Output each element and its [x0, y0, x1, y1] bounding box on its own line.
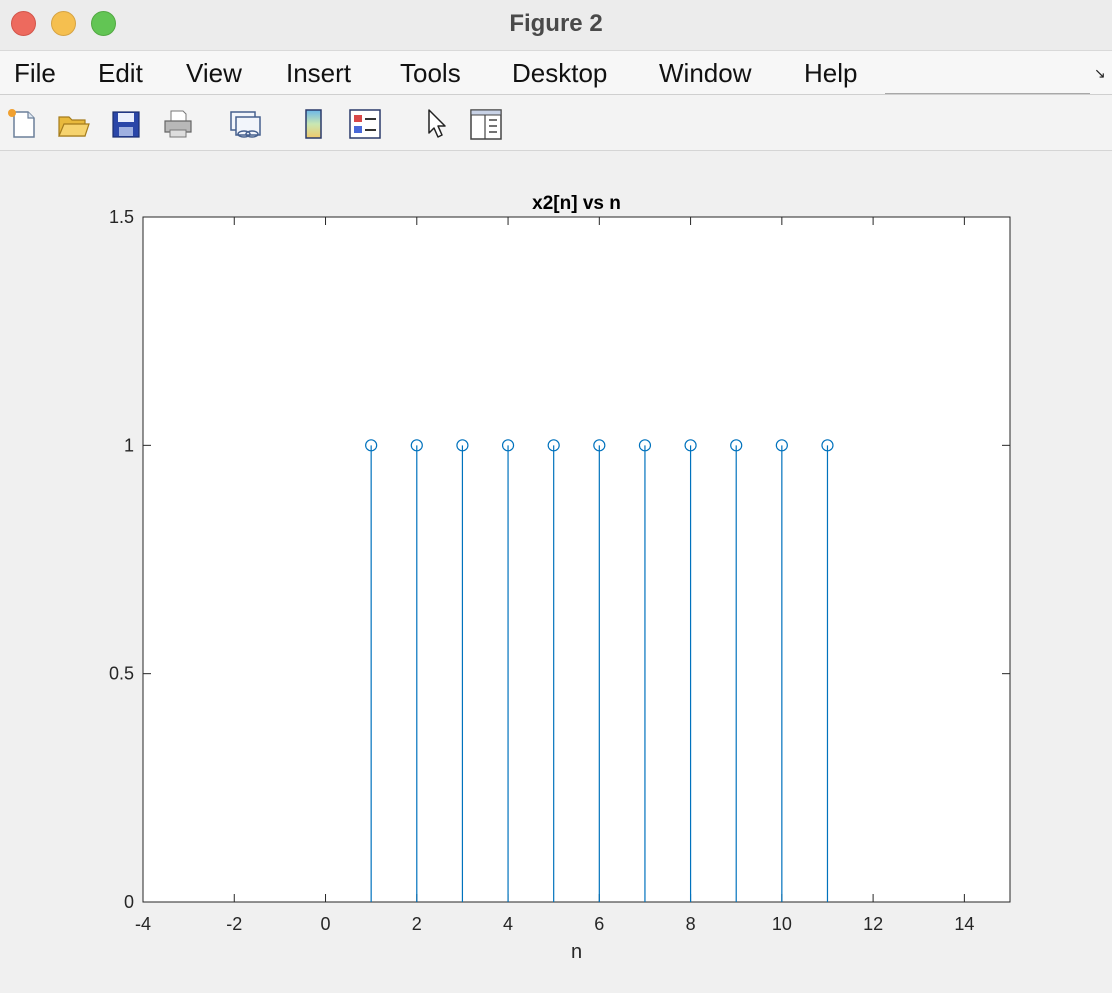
toolbar — [0, 95, 1112, 151]
print-icon[interactable] — [161, 107, 195, 141]
menu-desktop[interactable]: Desktop — [512, 58, 608, 88]
menu-divider — [885, 93, 1090, 94]
title-bar: Figure 2 — [0, 0, 1112, 50]
stem-marker — [730, 439, 743, 452]
x-tick-label: 14 — [954, 914, 974, 934]
menu-file[interactable]: File — [14, 58, 56, 88]
x-axis-label: n — [571, 941, 582, 963]
x-tick-label: 2 — [412, 914, 422, 934]
colorbar-icon[interactable] — [297, 107, 331, 141]
property-inspector-icon[interactable] — [469, 107, 503, 141]
stem-marker — [410, 439, 423, 452]
y-tick-label: 1 — [124, 435, 134, 455]
stem-marker — [638, 439, 652, 452]
stem-marker — [365, 439, 378, 452]
menu-window[interactable]: Window — [659, 58, 752, 88]
menu-view[interactable]: View — [186, 58, 242, 88]
stem-marker — [684, 439, 697, 452]
menu-tools[interactable]: Tools — [400, 58, 461, 88]
link-plot-icon[interactable] — [228, 107, 262, 141]
y-tick-label: 1.5 — [109, 207, 134, 227]
x-tick-label: -2 — [226, 914, 242, 934]
menu-edit[interactable]: Edit — [98, 58, 143, 88]
y-tick-label: 0.5 — [109, 664, 134, 684]
minimize-window-button[interactable] — [51, 11, 76, 36]
axes-background — [143, 217, 1010, 902]
legend-icon[interactable] — [348, 107, 382, 141]
menu-bar: File Edit View Insert Tools Desktop Wind… — [0, 50, 1112, 95]
pointer-icon[interactable] — [420, 107, 454, 141]
save-icon[interactable] — [109, 107, 143, 141]
stem-marker — [456, 439, 469, 452]
x-tick-label: 0 — [321, 914, 331, 934]
open-file-icon[interactable] — [56, 107, 90, 141]
stem-plot[interactable]: -4 -2 0 2 4 6 8 10 12 14 0 0.5 1 1.5 x2[n] vs n n — [0, 151, 1112, 988]
chart-title: x2[n] vs n — [532, 193, 621, 214]
figure-canvas: -4 -2 0 2 4 6 8 10 12 14 0 0.5 1 1.5 x2[n] vs n n — [0, 151, 1112, 988]
x-tick-label: 8 — [686, 914, 696, 934]
x-tick-label: 10 — [772, 914, 792, 934]
x-tick-label: -4 — [135, 914, 151, 934]
x-tick-label: 4 — [503, 914, 513, 934]
x-tick-label: 6 — [594, 914, 604, 934]
axes-box — [142, 216, 1011, 903]
stem-marker — [775, 439, 788, 452]
stem-marker — [821, 439, 834, 452]
new-figure-icon[interactable] — [6, 107, 40, 141]
zoom-window-button[interactable] — [91, 11, 116, 36]
menu-insert[interactable]: Insert — [286, 58, 352, 88]
y-tick-label: 0 — [124, 892, 134, 912]
window-title: Figure 2 — [509, 10, 603, 37]
stem-marker — [593, 439, 606, 452]
stem-marker — [501, 439, 515, 452]
menu-help[interactable]: Help — [804, 58, 858, 88]
dock-figure-icon[interactable]: ↘ — [1094, 65, 1106, 81]
stem-marker — [547, 439, 560, 452]
x-tick-label: 12 — [863, 914, 883, 934]
close-window-button[interactable] — [11, 11, 36, 36]
